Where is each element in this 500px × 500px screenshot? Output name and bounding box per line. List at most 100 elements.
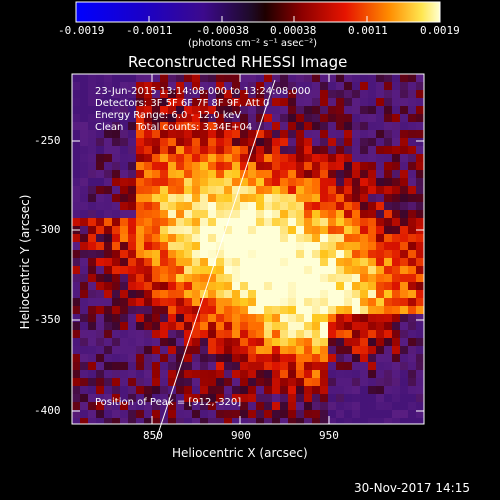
image-pixel [248,178,257,187]
image-pixel [272,354,281,363]
image-pixel [376,138,385,147]
image-pixel [264,98,273,107]
image-pixel [272,266,281,275]
image-pixel [80,130,89,139]
image-pixel [360,378,369,387]
image-pixel [120,290,129,299]
image-pixel [200,362,209,371]
image-pixel [232,306,241,315]
image-pixel [72,82,81,91]
image-pixel [360,418,369,424]
image-pixel [80,162,89,171]
image-pixel [328,402,337,411]
image-pixel [376,178,385,187]
image-pixel [384,242,393,251]
image-pixel [200,394,209,403]
image-pixel [312,306,321,315]
image-pixel [280,210,289,219]
image-pixel [240,114,249,123]
image-pixel [288,338,297,347]
image-pixel [152,282,161,291]
image-pixel [336,74,345,83]
image-pixel [88,242,97,251]
image-pixel [216,90,225,99]
image-pixel [304,354,313,363]
image-pixel [152,330,161,339]
image-pixel [248,298,257,307]
image-pixel [240,138,249,147]
image-pixel [184,362,193,371]
image-pixel [248,346,257,355]
image-pixel [328,202,337,211]
image-pixel [416,186,424,195]
image-pixel [408,202,417,211]
image-pixel [104,82,113,91]
image-pixel [72,330,81,339]
image-pixel [112,162,121,171]
image-pixel [280,394,289,403]
image-pixel [96,402,105,411]
image-pixel [288,218,297,227]
image-pixel [200,258,209,267]
image-pixel [408,274,417,283]
image-pixel [320,234,329,243]
x-tick-label: 950 [319,429,339,442]
image-pixel [288,170,297,179]
image-pixel [184,178,193,187]
image-pixel [280,250,289,259]
image-pixel [376,314,385,323]
image-pixel [232,138,241,147]
image-pixel [192,138,201,147]
image-pixel [104,266,113,275]
image-pixel [288,346,297,355]
image-pixel [368,418,377,424]
image-pixel [240,282,249,291]
image-pixel [344,154,353,163]
image-pixel [152,370,161,379]
image-pixel [208,210,217,219]
image-pixel [312,178,321,187]
image-pixel [272,298,281,307]
image-pixel [304,346,313,355]
image-pixel [336,258,345,267]
image-pixel [360,250,369,259]
image-pixel [104,130,113,139]
image-pixel [176,154,185,163]
image-pixel [208,202,217,211]
image-pixel [144,250,153,259]
image-pixel [144,170,153,179]
y-axis-label: Heliocentric Y (arcsec) [18,194,32,330]
image-pixel [384,146,393,155]
image-pixel [400,314,409,323]
image-pixel [376,346,385,355]
image-pixel [360,362,369,371]
image-pixel [304,250,313,259]
image-pixel [360,154,369,163]
image-pixel [160,98,169,107]
image-pixel [384,210,393,219]
image-pixel [176,418,185,424]
image-pixel [152,298,161,307]
image-pixel [248,306,257,315]
image-pixel [344,82,353,91]
image-pixel [248,338,257,347]
image-pixel [392,394,401,403]
image-pixel [152,250,161,259]
image-pixel [280,282,289,291]
image-pixel [216,354,225,363]
image-pixel [304,266,313,275]
image-pixel [192,234,201,243]
image-pixel [176,130,185,139]
image-pixel [312,274,321,283]
image-pixel [232,354,241,363]
image-pixel [240,194,249,203]
image-pixel [120,314,129,323]
image-pixel [120,362,129,371]
image-pixel [328,346,337,355]
image-pixel [352,282,361,291]
image-pixel [368,362,377,371]
image-pixel [400,130,409,139]
image-pixel [192,218,201,227]
image-pixel [296,418,305,424]
image-pixel [328,186,337,195]
